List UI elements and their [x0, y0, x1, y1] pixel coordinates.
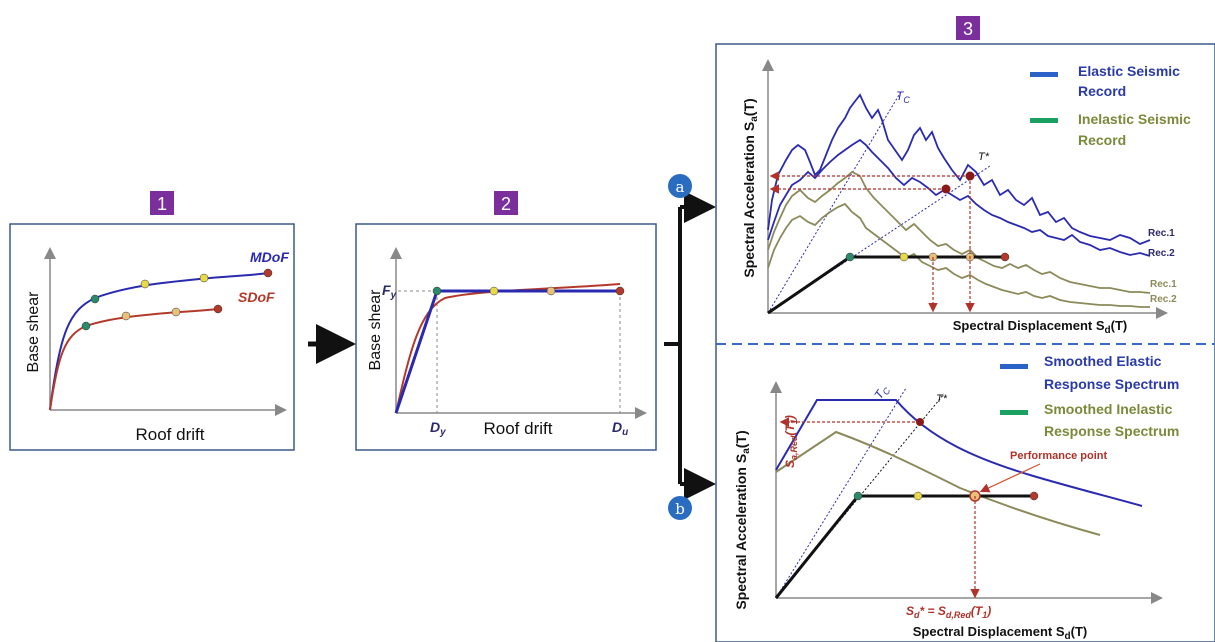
panel-3b: Spectral Acceleration Sa(T) Spectral Dis…	[733, 353, 1179, 642]
panel3b-xlabel: Spectral Displacement Sd(T)	[913, 624, 1087, 642]
legend-inelastic-line2: Record	[1078, 132, 1126, 148]
legend-elastic-swatch	[1030, 72, 1058, 77]
legend-inelastic-line1: Inelastic Seismic	[1078, 111, 1191, 127]
step-2-badge: 2	[494, 191, 518, 215]
rec2-green-label: Rec.2	[1150, 294, 1177, 305]
sd-equation-label: Sd* = Sd,Red(T1)	[906, 604, 991, 620]
legend-inelastic-swatch	[1030, 118, 1058, 123]
legend-elastic-line2: Record	[1078, 83, 1126, 99]
svg-text:1: 1	[157, 194, 167, 214]
panel3a-ylabel: Spectral Acceleration Sa(T)	[741, 98, 760, 277]
rec1-blue-label: Rec.1	[1148, 228, 1175, 239]
legend-smoothed-elastic-swatch	[1000, 364, 1028, 369]
panel2-ylabel: Base shear	[367, 289, 384, 371]
tc-label-3a: TC	[896, 89, 910, 105]
legend-smoothed-inelastic-line2: Response Spectrum	[1044, 423, 1179, 439]
panel1-ylabel: Base shear	[25, 291, 42, 373]
svg-text:a: a	[676, 178, 685, 196]
svg-text:b: b	[675, 500, 685, 518]
panel1-xlabel: Roof drift	[136, 425, 205, 444]
performance-point-label: Performance point	[1010, 450, 1108, 462]
tstar-label-3a: T*	[978, 151, 990, 163]
panel-3a: Spectral Acceleration Sa(T) Spectral Dis…	[741, 62, 1191, 336]
tstar-label-3b: T*	[936, 393, 948, 405]
panel2-xlabel: Roof drift	[484, 419, 553, 438]
step-1-badge: 1	[150, 191, 174, 215]
legend-elastic-line1: Elastic Seismic	[1078, 63, 1180, 79]
panel-2: Base shear Roof drift Fy Dy Du	[356, 224, 656, 450]
panel-1: Base shear Roof drift MDoF SDoF	[10, 224, 294, 450]
sdof-label: SDoF	[238, 289, 275, 305]
mdof-label: MDoF	[250, 249, 289, 265]
sa-red-label: Sa,Red(T1)	[783, 415, 799, 468]
svg-text:3: 3	[963, 19, 973, 39]
rec2-blue-label: Rec.2	[1148, 248, 1175, 259]
split-bracket	[664, 207, 708, 484]
step-3-badge: 3	[956, 16, 980, 40]
svg-text:2: 2	[501, 194, 511, 214]
circle-a: a	[668, 174, 692, 198]
rec1-green-label: Rec.1	[1150, 279, 1177, 290]
legend-smoothed-inelastic-swatch	[1000, 410, 1028, 415]
legend-smoothed-inelastic-line1: Smoothed Inelastic	[1044, 401, 1173, 417]
panel3a-xlabel: Spectral Displacement Sd(T)	[953, 318, 1127, 336]
legend-smoothed-elastic-line2: Response Spectrum	[1044, 376, 1179, 392]
circle-b: b	[668, 496, 692, 520]
panel3b-ylabel: Spectral Acceleration Sa(T)	[733, 430, 752, 609]
legend-smoothed-elastic-line1: Smoothed Elastic	[1044, 353, 1162, 369]
